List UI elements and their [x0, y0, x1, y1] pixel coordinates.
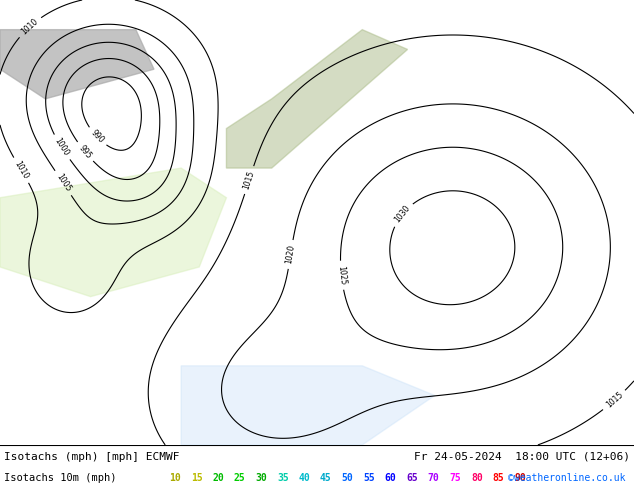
- Text: 10: 10: [169, 473, 181, 483]
- Text: 1020: 1020: [285, 244, 297, 265]
- Text: 1025: 1025: [336, 265, 347, 285]
- Text: 1000: 1000: [53, 137, 70, 158]
- Text: 45: 45: [320, 473, 332, 483]
- Text: 1010: 1010: [13, 160, 30, 181]
- Text: 30: 30: [256, 473, 267, 483]
- Polygon shape: [181, 366, 435, 445]
- Text: Isotachs (mph) [mph] ECMWF: Isotachs (mph) [mph] ECMWF: [4, 452, 179, 462]
- Text: 20: 20: [212, 473, 224, 483]
- Text: 85: 85: [493, 473, 504, 483]
- Polygon shape: [0, 168, 226, 296]
- Text: 1015: 1015: [242, 170, 256, 191]
- Text: 75: 75: [450, 473, 461, 483]
- Text: 40: 40: [299, 473, 310, 483]
- Text: ©weatheronline.co.uk: ©weatheronline.co.uk: [508, 473, 626, 483]
- Text: 80: 80: [471, 473, 482, 483]
- Text: 995: 995: [77, 143, 93, 160]
- Text: Isotachs 10m (mph): Isotachs 10m (mph): [4, 473, 117, 483]
- Text: 70: 70: [428, 473, 439, 483]
- Text: 1030: 1030: [393, 204, 412, 224]
- Text: Fr 24-05-2024  18:00 UTC (12+06): Fr 24-05-2024 18:00 UTC (12+06): [414, 452, 630, 462]
- Text: 25: 25: [234, 473, 245, 483]
- Text: 55: 55: [363, 473, 375, 483]
- Text: 65: 65: [406, 473, 418, 483]
- Text: 1010: 1010: [20, 17, 40, 37]
- Text: 90: 90: [514, 473, 526, 483]
- Text: 990: 990: [89, 128, 105, 146]
- Text: 35: 35: [277, 473, 288, 483]
- Text: 50: 50: [342, 473, 353, 483]
- Polygon shape: [226, 30, 408, 168]
- Text: 1005: 1005: [54, 172, 72, 194]
- Polygon shape: [0, 30, 154, 99]
- Text: 15: 15: [191, 473, 202, 483]
- Text: 1015: 1015: [604, 391, 624, 410]
- Text: 60: 60: [385, 473, 396, 483]
